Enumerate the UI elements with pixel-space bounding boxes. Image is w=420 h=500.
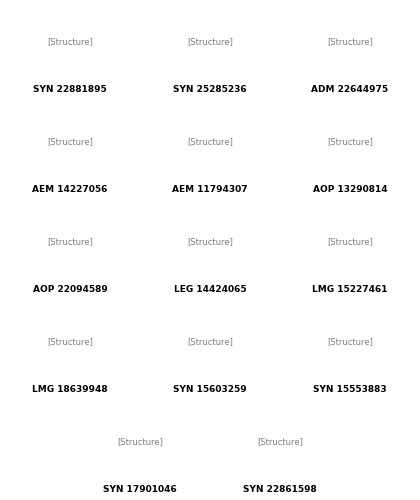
Text: AEM 11794307: AEM 11794307 — [172, 186, 248, 194]
Text: [Structure]: [Structure] — [327, 138, 373, 146]
Text: SYN 15603259: SYN 15603259 — [173, 386, 247, 394]
Text: ADM 22644975: ADM 22644975 — [312, 86, 388, 94]
Text: [Structure]: [Structure] — [327, 238, 373, 246]
Text: [Structure]: [Structure] — [327, 38, 373, 46]
Text: SYN 25285236: SYN 25285236 — [173, 86, 247, 94]
Text: [Structure]: [Structure] — [257, 438, 303, 446]
Text: [Structure]: [Structure] — [47, 338, 93, 346]
Text: [Structure]: [Structure] — [47, 138, 93, 146]
Text: [Structure]: [Structure] — [187, 338, 233, 346]
Text: LEG 14424065: LEG 14424065 — [174, 286, 246, 294]
Text: [Structure]: [Structure] — [47, 38, 93, 46]
Text: [Structure]: [Structure] — [47, 238, 93, 246]
Text: [Structure]: [Structure] — [187, 138, 233, 146]
Text: SYN 22881895: SYN 22881895 — [33, 86, 107, 94]
Text: LMG 18639948: LMG 18639948 — [32, 386, 108, 394]
Text: LMG 15227461: LMG 15227461 — [312, 286, 388, 294]
Text: AOP 22094589: AOP 22094589 — [33, 286, 108, 294]
Text: AOP 13290814: AOP 13290814 — [312, 186, 387, 194]
Text: AEM 14227056: AEM 14227056 — [32, 186, 108, 194]
Text: [Structure]: [Structure] — [117, 438, 163, 446]
Text: SYN 17901046: SYN 17901046 — [103, 486, 177, 494]
Text: SYN 15553883: SYN 15553883 — [313, 386, 387, 394]
Text: [Structure]: [Structure] — [187, 38, 233, 46]
Text: SYN 22861598: SYN 22861598 — [243, 486, 317, 494]
Text: [Structure]: [Structure] — [327, 338, 373, 346]
Text: [Structure]: [Structure] — [187, 238, 233, 246]
